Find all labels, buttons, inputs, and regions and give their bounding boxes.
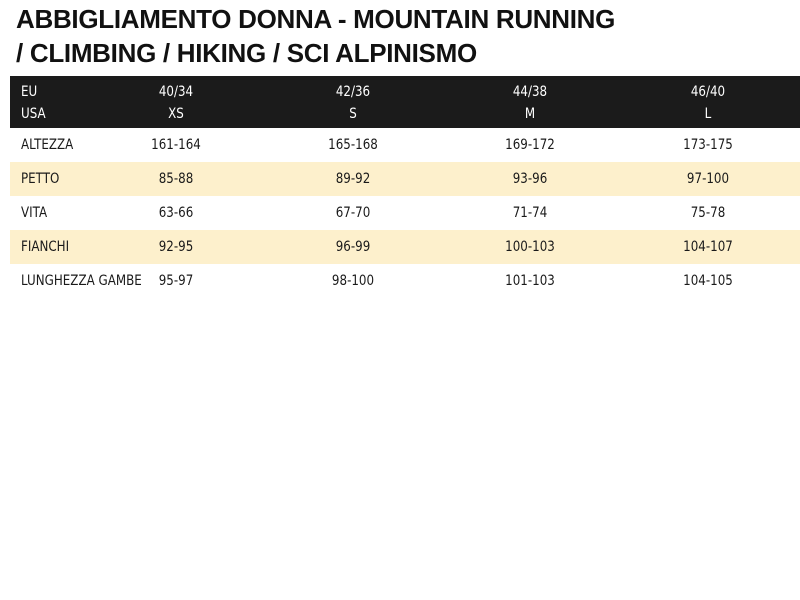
header-eu-size: 40/34 — [158, 84, 194, 100]
table-cell: 101-103 — [505, 273, 555, 289]
row-label: FIANCHI — [21, 239, 70, 255]
title-line-2: / CLIMBING / HIKING / SCI ALPINISMO — [16, 38, 477, 68]
header-eu-size: 44/38 — [512, 84, 548, 100]
table-cell: 161-164 — [151, 137, 201, 153]
header-label-usa: USA — [21, 106, 46, 122]
table-row-altezza: ALTEZZA 161-164 165-168 169-172 173-175 — [10, 128, 800, 162]
header-usa-size: L — [704, 106, 712, 122]
row-label: LUNGHEZZA GAMBE — [21, 273, 142, 289]
header-size-m: 44/38 M — [497, 81, 563, 125]
row-label: VITA — [21, 205, 48, 221]
table-row-petto: PETTO 85-88 89-92 93-96 97-100 — [10, 162, 800, 196]
table-cell: 67-70 — [335, 205, 371, 221]
table-cell: 85-88 — [158, 171, 194, 187]
header-label-cell: EU USA — [21, 81, 46, 125]
table-cell: 97-100 — [686, 171, 730, 187]
table-cell: 96-99 — [335, 239, 371, 255]
table-cell: 63-66 — [158, 205, 194, 221]
title-line-1: ABBIGLIAMENTO DONNA - MOUNTAIN RUNNING — [16, 4, 616, 34]
header-eu-size: 46/40 — [690, 84, 726, 100]
size-chart-table: EU USA 40/34 XS 42/36 S 44/38 M 46/40 L … — [10, 76, 800, 298]
header-eu-size: 42/36 — [335, 84, 371, 100]
table-cell: 89-92 — [335, 171, 371, 187]
header-usa-size: M — [524, 106, 536, 122]
header-usa-size: S — [349, 106, 357, 122]
table-row-fianchi: FIANCHI 92-95 96-99 100-103 104-107 — [10, 230, 800, 264]
table-cell: 173-175 — [683, 137, 733, 153]
table-cell: 165-168 — [328, 137, 378, 153]
table-cell: 104-105 — [683, 273, 733, 289]
table-cell: 93-96 — [512, 171, 548, 187]
table-cell: 92-95 — [158, 239, 194, 255]
header-size-s: 42/36 S — [320, 81, 386, 125]
header-size-xs: 40/34 XS — [143, 81, 209, 125]
table-cell: 71-74 — [512, 205, 548, 221]
page-title: ABBIGLIAMENTO DONNA - MOUNTAIN RUNNING /… — [16, 2, 716, 70]
table-cell: 104-107 — [683, 239, 733, 255]
header-usa-size: XS — [168, 106, 184, 122]
table-header-row: EU USA 40/34 XS 42/36 S 44/38 M 46/40 L — [10, 76, 800, 128]
table-cell: 98-100 — [331, 273, 375, 289]
header-label-eu: EU — [21, 84, 38, 100]
header-size-l: 46/40 L — [675, 81, 741, 125]
table-cell: 75-78 — [690, 205, 726, 221]
table-cell: 100-103 — [505, 239, 555, 255]
row-label: ALTEZZA — [21, 137, 74, 153]
row-label: PETTO — [21, 171, 60, 187]
table-row-lunghezza-gambe: LUNGHEZZA GAMBE 95-97 98-100 101-103 104… — [10, 264, 800, 298]
table-cell: 95-97 — [158, 273, 194, 289]
table-cell: 169-172 — [505, 137, 555, 153]
table-row-vita: VITA 63-66 67-70 71-74 75-78 — [10, 196, 800, 230]
